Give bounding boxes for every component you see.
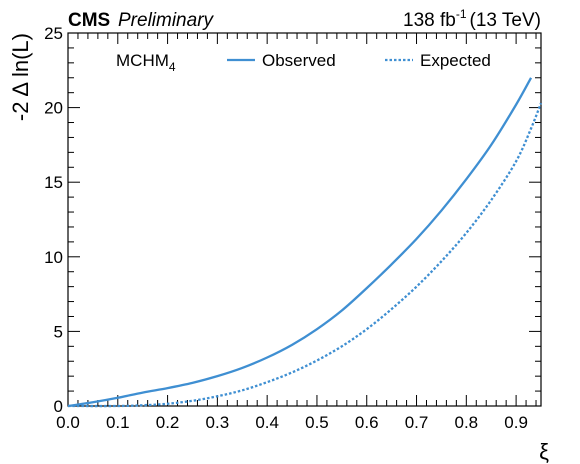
x-tick-label: 0.0 [56, 413, 80, 432]
legend: MCHM4 Observed Expected [116, 51, 491, 74]
y-tick-label: 25 [44, 24, 63, 43]
axis-ticks [67, 32, 541, 407]
experiment-label: CMS [68, 10, 110, 31]
series-expected-line [67, 102, 543, 408]
y-axis-title: -2 Δ ln(L) [8, 33, 33, 121]
x-axis-title: ξ [539, 439, 549, 464]
plot-frame [67, 32, 542, 407]
x-tick-label: 0.8 [454, 413, 478, 432]
x-tick-label: 0.5 [305, 413, 329, 432]
model-subscript: 4 [169, 60, 176, 74]
legend-expected-label: Expected [420, 51, 491, 70]
x-tick-labels: 0.0 0.1 0.2 0.3 0.4 0.5 0.6 0.7 0.8 0.9 [56, 413, 528, 432]
legend-model-label: MCHM4 [116, 51, 176, 74]
lumi-energy: (13 TeV) [470, 10, 541, 31]
y-tick-labels: 0 5 10 15 20 25 [44, 24, 63, 416]
x-tick-label: 0.9 [504, 413, 528, 432]
x-tick-label: 0.7 [405, 413, 429, 432]
lumi-exponent: -1 [456, 7, 467, 21]
model-main: MCHM [116, 51, 169, 70]
series-layer [67, 77, 543, 408]
legend-observed-label: Observed [262, 51, 336, 70]
y-tick-label: 15 [44, 173, 63, 192]
luminosity-label: 138 fb-1 (13 TeV) [403, 7, 541, 31]
y-tick-label: 5 [54, 322, 63, 341]
x-tick-label: 0.6 [355, 413, 379, 432]
lumi-value: 138 fb [403, 10, 456, 31]
x-tick-label: 0.1 [106, 413, 130, 432]
y-tick-label: 20 [44, 99, 63, 118]
y-tick-label: 0 [54, 397, 63, 416]
x-tick-label: 0.2 [156, 413, 180, 432]
y-tick-label: 10 [44, 248, 63, 267]
x-tick-label: 0.4 [255, 413, 279, 432]
series-observed-line [67, 77, 533, 408]
status-label: Preliminary [118, 10, 215, 31]
x-tick-label: 0.3 [206, 413, 230, 432]
